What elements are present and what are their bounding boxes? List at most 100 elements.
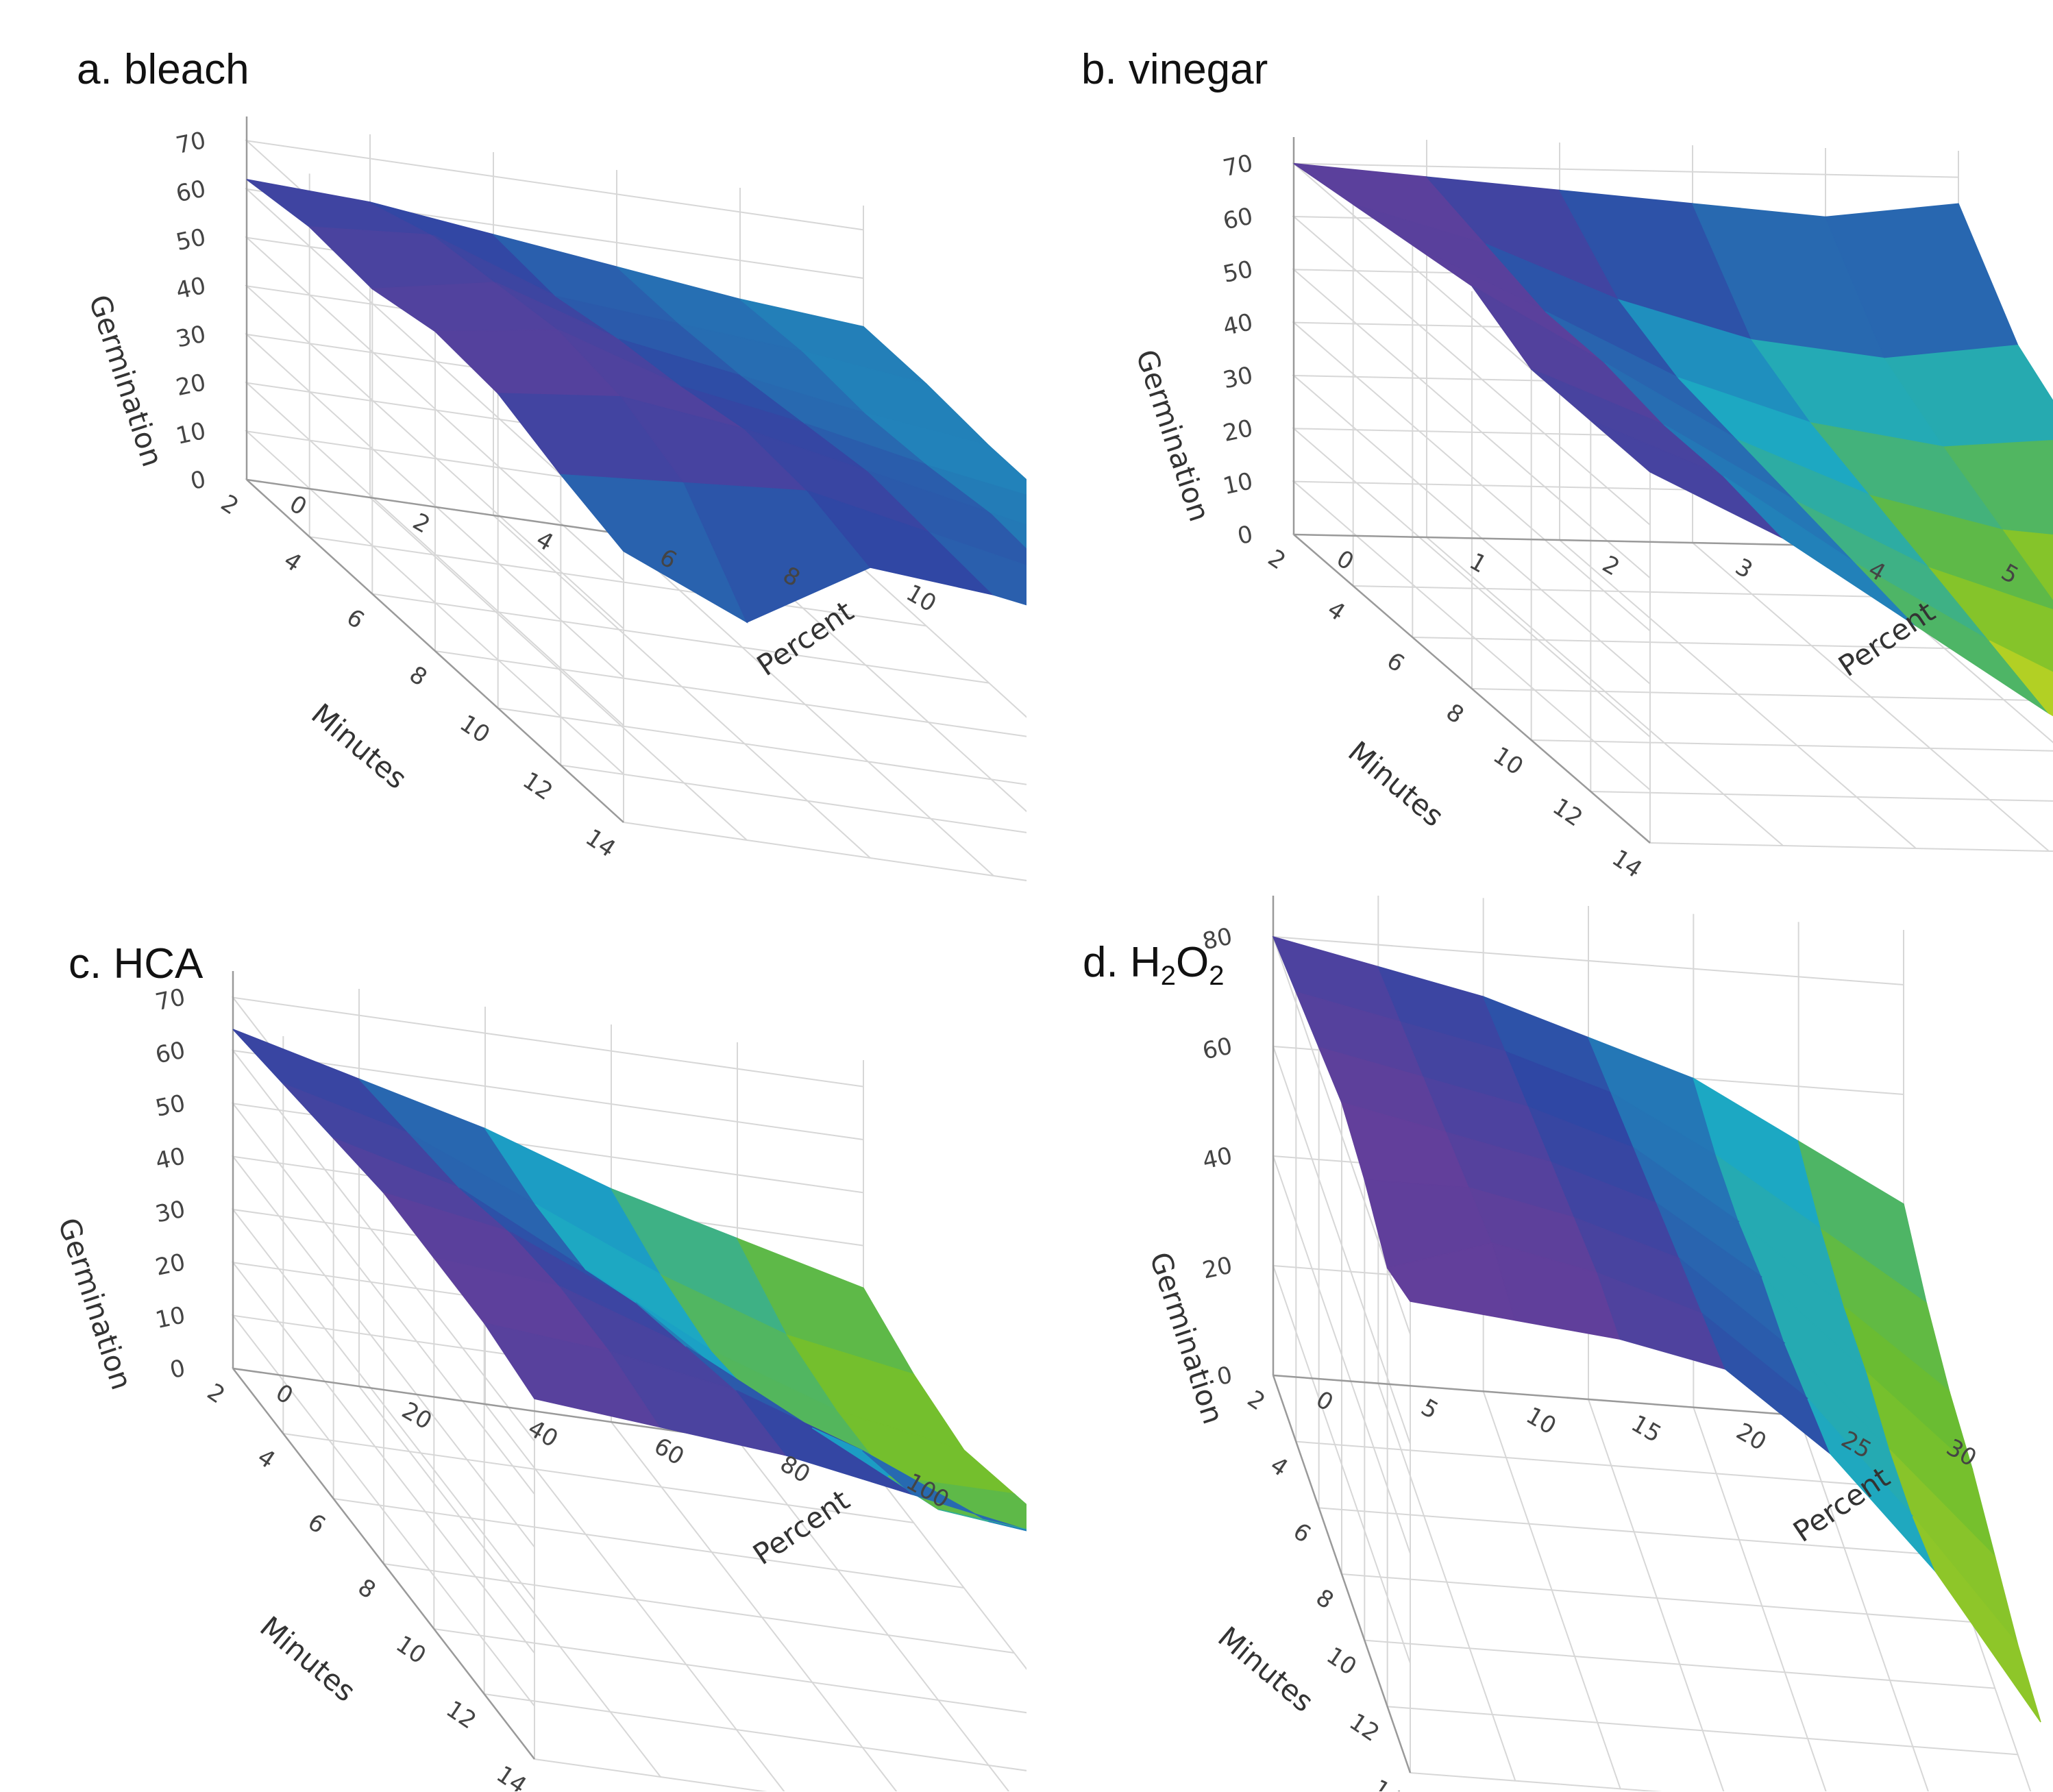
x-tick-label: 10 xyxy=(455,709,495,748)
y-axis-title: Percent xyxy=(747,1483,855,1571)
x-tick-label: 14 xyxy=(491,1760,531,1791)
panel-title: a. bleach xyxy=(77,46,249,93)
x-floor-gridline xyxy=(534,1758,767,1791)
y-tick-label: 5 xyxy=(1416,1394,1443,1425)
x-tick-label: 14 xyxy=(580,824,620,863)
surface-cell xyxy=(930,532,1026,606)
y-floor-gridline xyxy=(369,497,748,841)
y-floor-gridline xyxy=(1377,1383,1516,1781)
y-tick-label: 10 xyxy=(902,579,941,617)
z-tick-label: 60 xyxy=(1220,202,1255,235)
y-floor-gridline xyxy=(739,550,1026,813)
x-floor-gridline xyxy=(383,1563,1015,1654)
y-tick-label: 2 xyxy=(408,508,435,539)
z-tick-label: 80 xyxy=(1200,922,1235,955)
x-floor-gridline xyxy=(1410,1772,1663,1791)
x-tick-label: 4 xyxy=(1265,1451,1292,1482)
surface-chart-h2o2: d. H2O20204060802468101214051015202530Mi… xyxy=(1083,896,2041,1791)
surface-hca xyxy=(232,1029,1026,1532)
panel-h2o2: d. H2O20204060802468101214051015202530Mi… xyxy=(1026,896,2053,1791)
x-tick-label: 4 xyxy=(279,547,306,578)
x-axis-title: Minutes xyxy=(305,697,413,796)
panel-vinegar: b. vinegar 0 10 20 30 40 50 60 70 2 4 6 8 10 12 14 0 1 2 3 4… xyxy=(1026,0,2053,896)
surface-cell xyxy=(1943,440,2053,536)
y-tick-label: 60 xyxy=(650,1432,689,1471)
x-tick-label: 12 xyxy=(1547,793,1587,832)
y-floor-gridline xyxy=(1797,1415,1929,1791)
x-tick-label: 12 xyxy=(441,1695,481,1734)
y-floor-gridline xyxy=(484,1403,785,1791)
y-axis-title: Percent xyxy=(1832,595,1941,683)
surface-cell xyxy=(1912,1516,2041,1723)
surface-cell xyxy=(865,413,1026,496)
x-tick-label: 8 xyxy=(1311,1584,1338,1615)
panel-hca: c. HCA 0 10 20 30 40 50 60 70 2 4 6 8 10 12 14 0 20 40 60 80… xyxy=(0,896,1026,1791)
z-tick-label: 50 xyxy=(1220,256,1255,289)
surface-cell xyxy=(862,1450,1026,1532)
z-tick-label: 50 xyxy=(173,223,208,256)
x-tick-label: 8 xyxy=(353,1573,380,1604)
surface-chart-bleach: a. bleach0102030405060702468101214024681… xyxy=(77,46,1026,881)
y-tick-label: 0 xyxy=(1312,1386,1338,1416)
x-floor-gridline xyxy=(1531,739,2053,752)
y-floor-gridline xyxy=(863,568,1026,718)
x-floor-gridline xyxy=(283,1433,914,1523)
x-floor-gridline xyxy=(484,1693,1026,1771)
y-tick-label: 0 xyxy=(285,490,312,521)
x-axis-title: Minutes xyxy=(1212,1620,1320,1719)
surface-cell xyxy=(1884,345,2053,447)
x-tick-label: 2 xyxy=(1242,1385,1270,1416)
x-tick-label: 4 xyxy=(252,1443,280,1474)
surface-cell xyxy=(246,179,434,236)
z-tick-label: 40 xyxy=(1220,308,1255,341)
x-tick-label: 12 xyxy=(1344,1708,1384,1747)
x-tick-label: 2 xyxy=(216,489,243,520)
y-floor-gridline xyxy=(493,515,871,859)
z-tick-label: 20 xyxy=(173,369,208,402)
surface-h2o2 xyxy=(1272,935,2041,1723)
y-tick-label: 15 xyxy=(1627,1410,1666,1448)
panel-title: d. H2O2 xyxy=(1083,939,1224,991)
x-floor-gridline xyxy=(434,1628,1026,1714)
surface-cell xyxy=(1989,640,2053,717)
x-floor-gridline xyxy=(561,764,1026,833)
y-tick-label: 4 xyxy=(532,526,558,556)
y-floor-gridline xyxy=(1588,1399,1725,1791)
z-tick-label: 0 xyxy=(188,465,208,495)
x-tick-label: 14 xyxy=(1367,1774,1407,1791)
minutes-axis-line xyxy=(232,1368,535,1760)
panel-title: c. HCA xyxy=(69,940,204,987)
z-tick-label: 60 xyxy=(173,175,208,208)
z-tick-label: 40 xyxy=(1200,1142,1235,1175)
panel-title: b. vinegar xyxy=(1081,46,1268,93)
z-tick-label: 10 xyxy=(153,1301,188,1334)
x-floor-gridline xyxy=(309,536,926,627)
x-floor-gridline xyxy=(1649,842,2053,852)
z-tick-label: 10 xyxy=(173,417,208,450)
z-tick-label: 20 xyxy=(1220,415,1255,447)
x-tick-label: 6 xyxy=(1288,1518,1316,1549)
z-tick-label: 70 xyxy=(173,127,208,160)
z-tick-label: 40 xyxy=(173,272,208,305)
y-tick-label: 40 xyxy=(524,1414,563,1453)
y-floor-gridline xyxy=(611,1421,898,1791)
y-floor-gridline xyxy=(737,1439,1010,1791)
z-axis-title: Germination xyxy=(82,291,169,471)
z-tick-label: 0 xyxy=(167,1354,187,1384)
x-floor-gridline xyxy=(1590,791,2053,802)
title-formula-o: O xyxy=(1176,939,1209,986)
z-tick-label: 0 xyxy=(1235,520,1255,550)
surface-cell xyxy=(2002,529,2053,600)
z-tick-label: 40 xyxy=(153,1142,188,1175)
title-formula-h: H xyxy=(1130,939,1161,986)
z-tick-label: 30 xyxy=(153,1195,188,1228)
surface-cell xyxy=(1869,494,2053,611)
y-floor-gridline xyxy=(1482,1391,1621,1789)
z-tick-label: 20 xyxy=(1200,1251,1235,1284)
minutes-axis-line xyxy=(1272,1375,1412,1773)
y-floor-gridline xyxy=(863,1457,1026,1670)
y-floor-gridline xyxy=(1426,537,1784,846)
x-tick-label: 8 xyxy=(1441,698,1468,729)
title-subscript-1: 2 xyxy=(1161,961,1176,991)
